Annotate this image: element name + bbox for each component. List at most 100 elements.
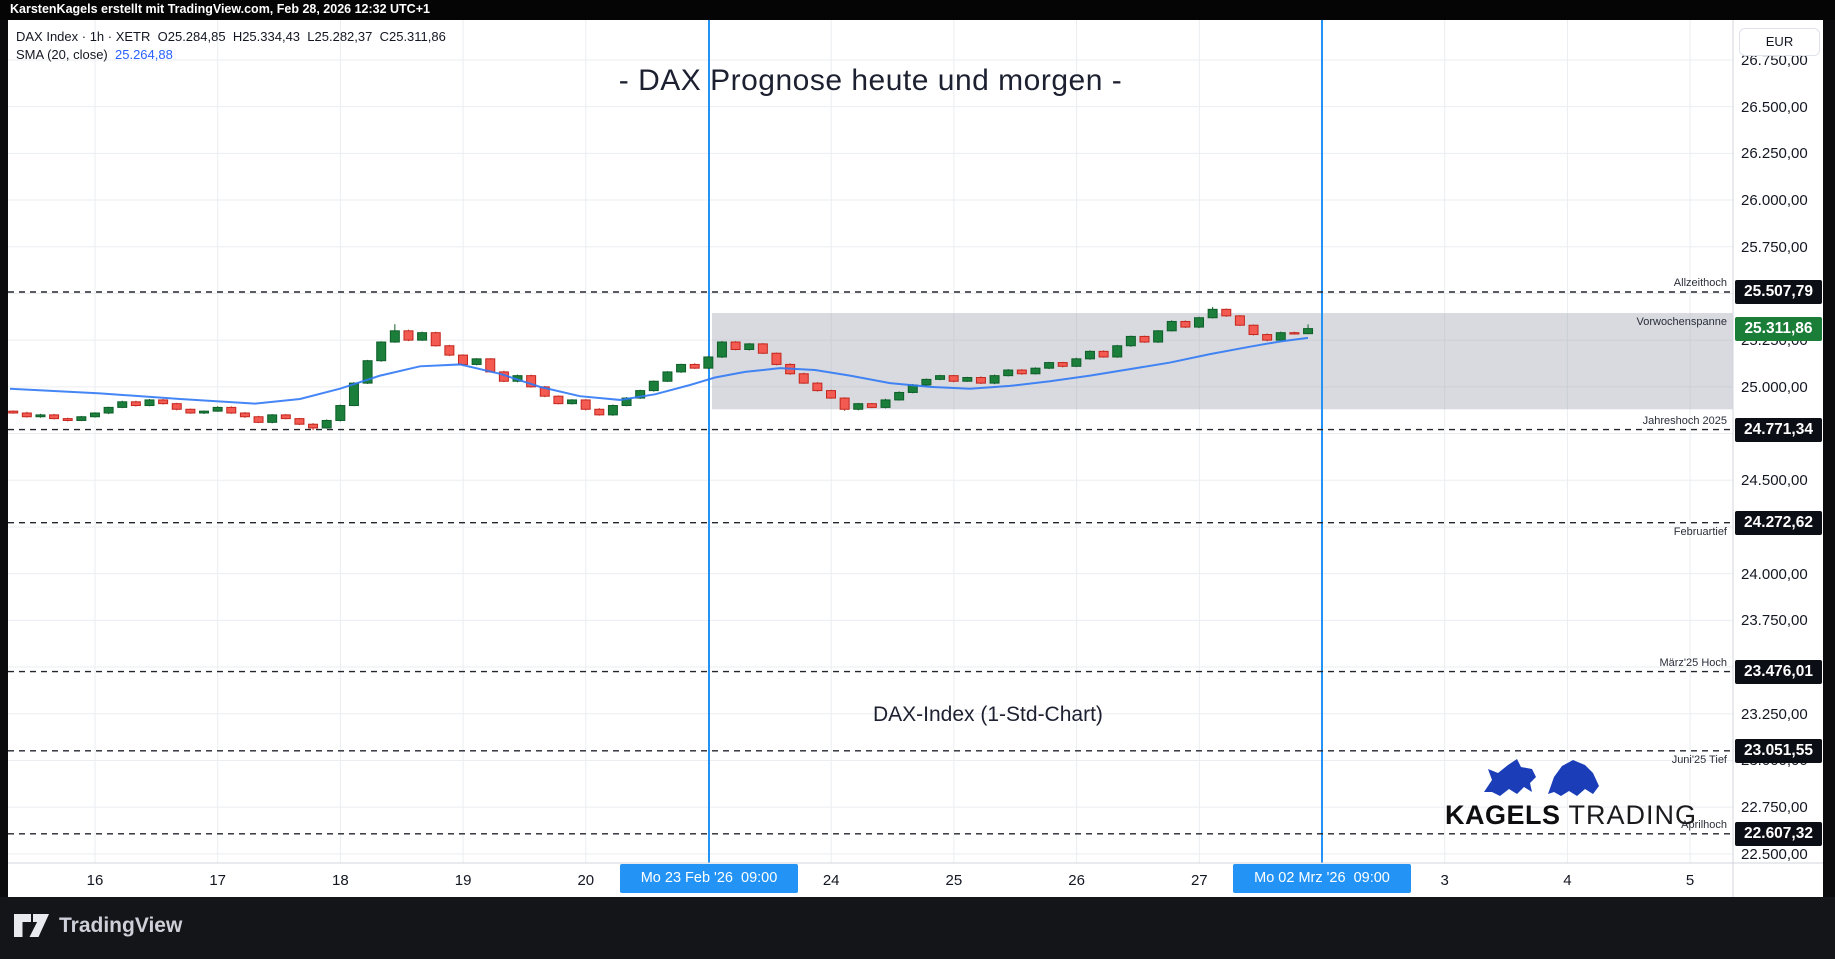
brand-kagels: KAGELS xyxy=(1445,800,1561,830)
candle xyxy=(348,382,359,407)
candle xyxy=(212,406,223,412)
candle xyxy=(703,356,714,369)
candle xyxy=(716,341,727,358)
candle xyxy=(853,403,864,410)
candle xyxy=(389,330,400,343)
candle xyxy=(1166,320,1177,332)
sma-value: 25.264,88 xyxy=(115,47,173,62)
price-level-box: 24.771,34 xyxy=(1735,417,1822,442)
candle xyxy=(294,418,305,425)
candle xyxy=(539,386,550,397)
day-label: 25 xyxy=(945,872,963,889)
symbol-name: DAX Index · 1h · XETR xyxy=(16,29,151,44)
candle xyxy=(239,412,250,418)
candle xyxy=(1125,335,1136,347)
tradingview-logo[interactable]: TradingView xyxy=(14,913,182,938)
candle xyxy=(253,416,264,423)
day-label: 20 xyxy=(577,872,595,889)
gridlines xyxy=(8,20,1733,863)
candle xyxy=(444,345,455,356)
candle xyxy=(567,399,578,405)
candle xyxy=(1044,362,1055,369)
left-border xyxy=(0,20,8,897)
price-level-box: 25.507,79 xyxy=(1735,280,1822,304)
currency-button[interactable]: EUR xyxy=(1739,28,1820,56)
bull-bear-icon xyxy=(1484,759,1599,796)
candle xyxy=(662,371,673,382)
price-tick: 26.500,00 xyxy=(1741,98,1808,116)
candle xyxy=(580,399,591,410)
level-name-label: Vorwochenspanne xyxy=(1636,316,1727,329)
candle xyxy=(1289,332,1300,335)
candle xyxy=(403,330,414,341)
price-level-box: 23.476,01 xyxy=(1735,659,1822,684)
footer-bar: TradingView xyxy=(0,897,1835,959)
price-level-box: 22.607,32 xyxy=(1735,821,1822,846)
candle xyxy=(771,352,782,365)
candle xyxy=(321,419,332,429)
candle xyxy=(417,332,428,341)
candle xyxy=(158,399,169,405)
candle xyxy=(689,363,700,369)
attribution-text: KarstenKagels erstellt mit TradingView.c… xyxy=(10,2,430,16)
ohlc-high: H25.334,43 xyxy=(232,29,301,44)
candle xyxy=(948,375,959,382)
candle xyxy=(935,375,946,380)
price-tick: 22.750,00 xyxy=(1741,799,1808,817)
candle xyxy=(607,405,618,416)
candle xyxy=(130,401,141,407)
candle xyxy=(430,332,441,347)
candle xyxy=(171,403,182,410)
sma-line xyxy=(9,336,1309,405)
price-tick: 24.500,00 xyxy=(1741,472,1808,490)
candle xyxy=(1084,350,1095,360)
candle xyxy=(1071,358,1082,367)
candle xyxy=(676,363,687,373)
candle xyxy=(812,382,823,392)
ohlc-low: L25.282,37 xyxy=(307,29,373,44)
price-tick: 23.250,00 xyxy=(1741,705,1808,723)
tradingview-logo-icon xyxy=(14,914,49,937)
candle xyxy=(76,416,87,421)
candle xyxy=(185,408,196,414)
candle xyxy=(1207,308,1218,319)
day-label: 19 xyxy=(454,872,472,889)
price-tick: 22.500,00 xyxy=(1741,845,1808,863)
price-tick: 25.000,00 xyxy=(1741,378,1808,396)
sma-label: SMA (20, close) xyxy=(16,47,108,62)
candle xyxy=(1139,335,1150,343)
sma-legend: SMA (20, close) 25.264,88 xyxy=(16,47,173,62)
candle xyxy=(1303,328,1314,335)
candle xyxy=(826,390,836,399)
day-label: 5 xyxy=(1685,872,1695,889)
candle xyxy=(199,410,210,414)
chart-subtitle: DAX-Index (1-Std-Chart) xyxy=(873,703,1103,726)
candle xyxy=(8,410,19,414)
day-label: 16 xyxy=(86,872,104,889)
candle xyxy=(866,403,877,408)
level-name-label: Februartief xyxy=(1673,525,1727,538)
price-level-box: 25.311,86 xyxy=(1735,316,1822,341)
price-level-box: 24.272,62 xyxy=(1735,510,1822,535)
candle xyxy=(1221,308,1232,317)
candle xyxy=(1194,317,1205,328)
candle xyxy=(1248,324,1259,336)
candle xyxy=(921,378,932,386)
candle xyxy=(839,397,850,410)
candle xyxy=(267,414,278,423)
candle xyxy=(553,395,564,405)
candle xyxy=(1003,369,1014,377)
price-tick: 26.000,00 xyxy=(1741,192,1808,210)
level-name-label: Allzeithoch xyxy=(1673,277,1727,289)
candle xyxy=(49,414,60,420)
candle xyxy=(226,406,237,414)
candle xyxy=(648,380,659,392)
candle xyxy=(376,341,387,362)
price-tick: 25.750,00 xyxy=(1741,238,1808,256)
price-tick: 26.750,00 xyxy=(1741,51,1808,69)
day-label: 26 xyxy=(1068,872,1085,889)
day-label: 24 xyxy=(822,872,840,889)
candle xyxy=(335,405,346,421)
